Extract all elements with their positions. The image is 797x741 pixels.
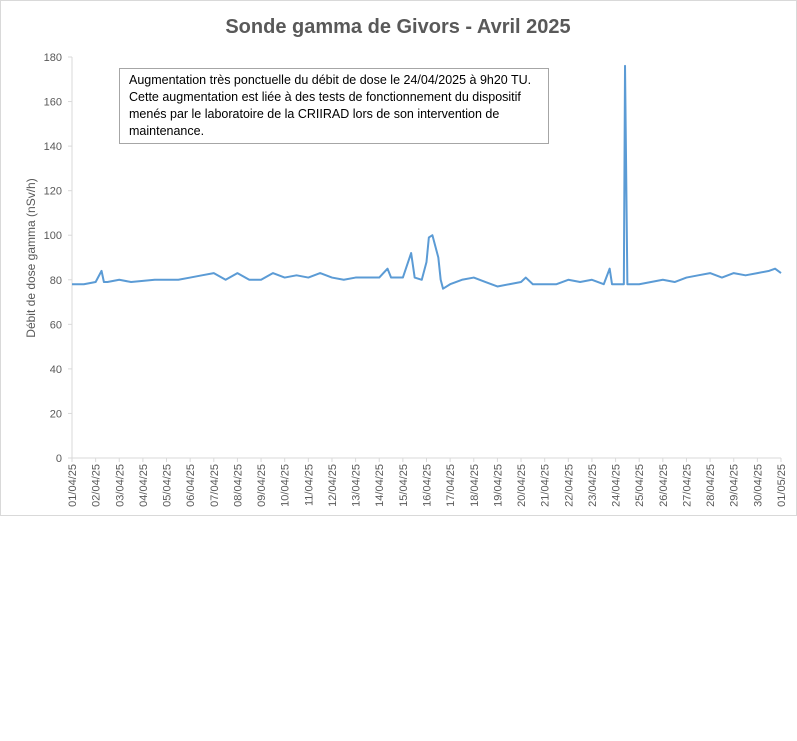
- x-tick-label: 18/04/25: [469, 464, 481, 507]
- y-tick-label: 0: [56, 453, 62, 465]
- y-tick-label: 140: [44, 141, 62, 153]
- x-tick-label: 01/04/25: [67, 464, 79, 507]
- x-tick-label: 15/04/25: [398, 464, 410, 507]
- y-tick-label: 120: [44, 186, 62, 198]
- x-tick-label: 04/04/25: [138, 464, 150, 507]
- y-tick-label: 160: [44, 97, 62, 109]
- x-tick-label: 08/04/25: [232, 464, 244, 507]
- y-tick-label: 80: [50, 275, 62, 287]
- x-tick-label: 19/04/25: [492, 464, 504, 507]
- x-tick-label: 16/04/25: [422, 464, 434, 507]
- x-tick-label: 24/04/25: [611, 464, 623, 507]
- x-tick-label: 25/04/25: [634, 464, 646, 507]
- x-tick-label: 11/04/25: [303, 464, 315, 506]
- x-tick-label: 10/04/25: [280, 464, 292, 507]
- x-tick-label: 26/04/25: [658, 464, 670, 507]
- x-tick-label: 09/04/25: [256, 464, 268, 507]
- x-tick-label: 05/04/25: [162, 464, 174, 507]
- x-tick-label: 07/04/25: [209, 464, 221, 507]
- x-tick-label: 20/04/25: [516, 464, 528, 507]
- x-tick-label: 22/04/25: [563, 464, 575, 507]
- x-tick-label: 21/04/25: [540, 464, 552, 507]
- y-axis-label: Débit de dose gamma (nSv/h): [24, 178, 38, 337]
- x-tick-label: 17/04/25: [445, 464, 457, 507]
- data-line: [72, 64, 782, 290]
- x-tick-label: 12/04/25: [327, 464, 339, 507]
- x-tick-label: 28/04/25: [705, 464, 717, 507]
- x-tick-label: 03/04/25: [114, 464, 126, 507]
- x-tick-label: 06/04/25: [185, 464, 197, 507]
- x-tick-label: 02/04/25: [91, 464, 103, 507]
- x-tick-label: 23/04/25: [587, 464, 599, 507]
- x-tick-label: 01/05/25: [776, 464, 788, 507]
- x-tick-label: 29/04/25: [729, 464, 741, 507]
- y-tick-label: 60: [50, 319, 62, 331]
- chart-title: Sonde gamma de Givors - Avril 2025: [225, 16, 570, 38]
- y-tick-label: 20: [50, 408, 62, 420]
- x-tick-label: 14/04/25: [374, 464, 386, 507]
- y-tick-label: 40: [50, 364, 62, 376]
- y-tick-label: 100: [44, 230, 62, 242]
- annotation: Augmentation très ponctuelle du débit de…: [119, 68, 549, 144]
- x-tick-label: 27/04/25: [681, 464, 693, 507]
- x-tick-label: 30/04/25: [752, 464, 764, 507]
- y-tick-label: 180: [44, 52, 62, 64]
- x-tick-label: 13/04/25: [351, 464, 363, 507]
